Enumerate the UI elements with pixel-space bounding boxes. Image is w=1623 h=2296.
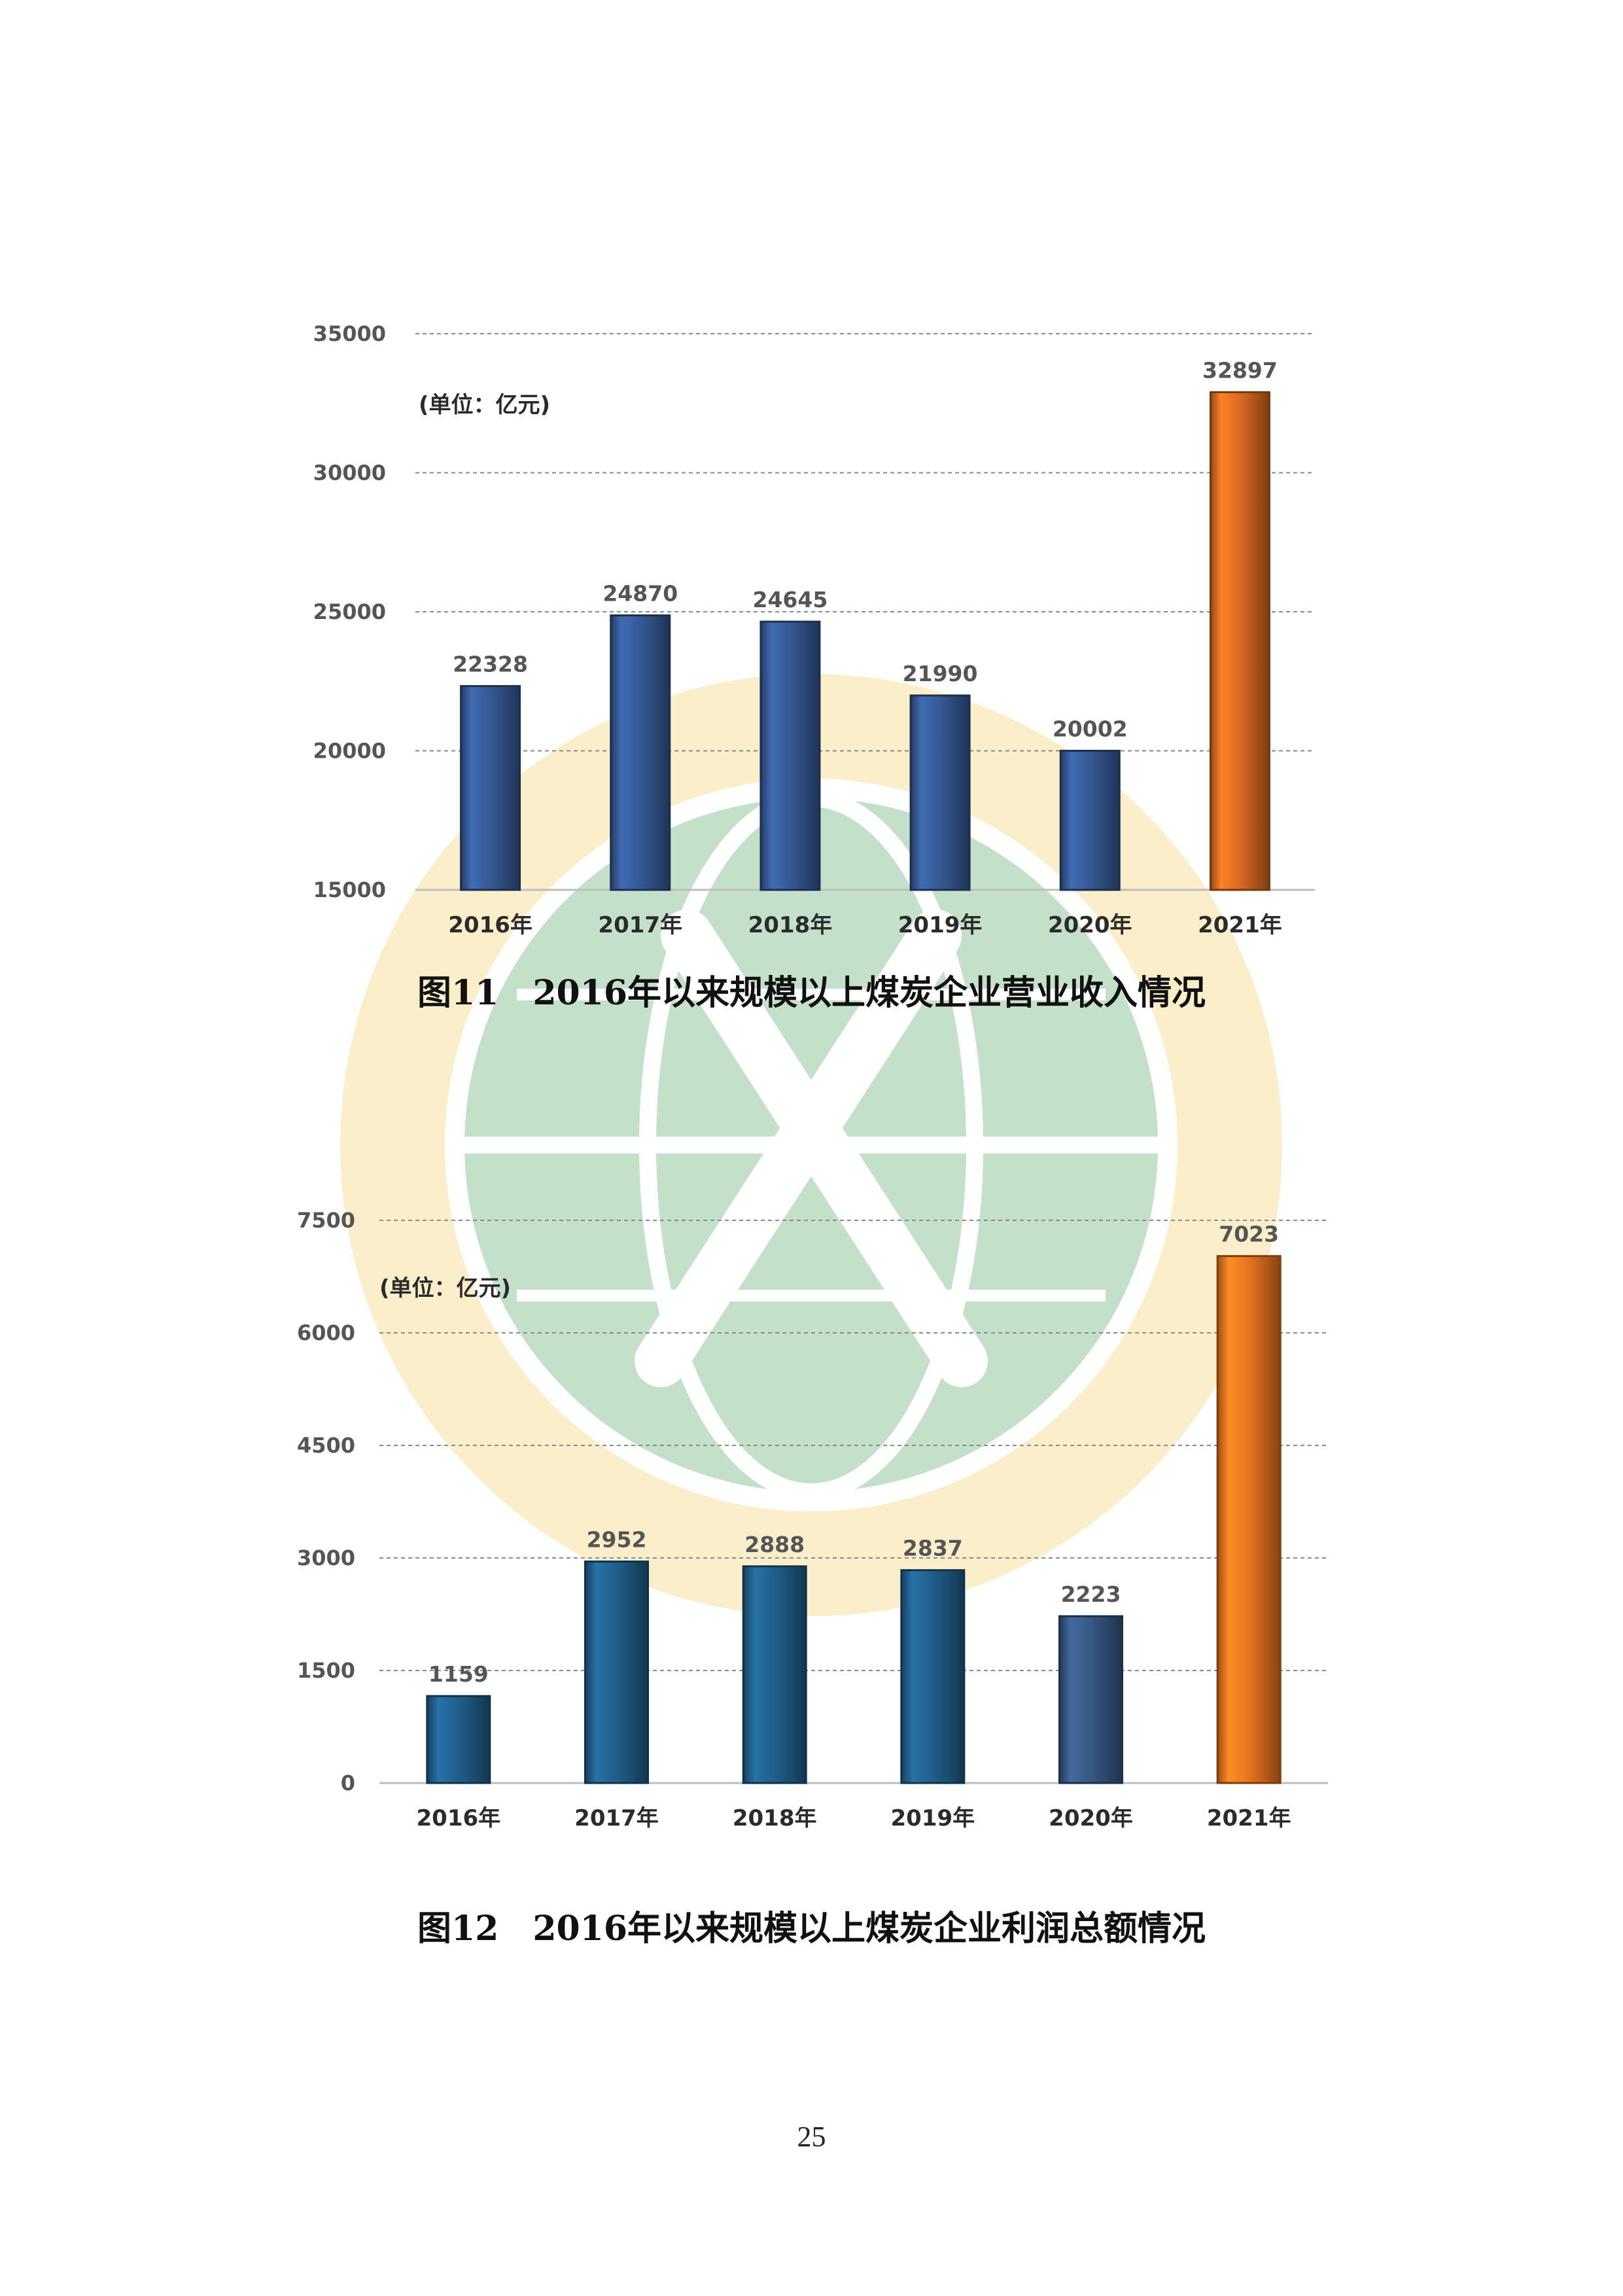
bar bbox=[1216, 1255, 1282, 1784]
bar-value-label: 21990 bbox=[903, 661, 978, 686]
y-tick-label: 25000 bbox=[313, 599, 386, 624]
y-tick-label: 4500 bbox=[297, 1433, 355, 1458]
figure-12-caption: 图12 2016年以来规模以上煤炭企业利润总额情况 bbox=[417, 1909, 1206, 1949]
y-tick-label: 1500 bbox=[297, 1658, 355, 1683]
y-tick-label: 6000 bbox=[297, 1320, 355, 1345]
bar bbox=[426, 1695, 491, 1784]
revenue-bar-chart: 15000 20000 25000 30000 35000 (单位：亿元) 22328 201… bbox=[313, 321, 1315, 938]
bar bbox=[584, 1561, 649, 1784]
x-category-label: 2018年 bbox=[733, 1805, 817, 1831]
bar-value-label: 2223 bbox=[1061, 1581, 1121, 1607]
y-tick-label: 7500 bbox=[297, 1208, 355, 1233]
bar bbox=[1059, 749, 1121, 891]
bar bbox=[900, 1569, 966, 1784]
x-category-label: 2021年 bbox=[1207, 1805, 1291, 1831]
bar-value-label: 20002 bbox=[1053, 716, 1128, 741]
x-category-label: 2016年 bbox=[448, 912, 532, 938]
x-category-label: 2021年 bbox=[1198, 912, 1282, 938]
bar bbox=[1209, 391, 1270, 891]
unit-label: (单位：亿元) bbox=[419, 392, 550, 418]
profit-bar-chart: 0 1500 3000 4500 6000 7500 (单位：亿元) 1159 2016年 295… bbox=[297, 1208, 1328, 1831]
bar-value-label: 32897 bbox=[1202, 357, 1278, 383]
bar-value-label: 1159 bbox=[428, 1661, 489, 1687]
y-tick-label: 20000 bbox=[313, 739, 386, 764]
x-category-label: 2018年 bbox=[748, 912, 833, 938]
bar-value-label: 2837 bbox=[903, 1536, 963, 1561]
bar-value-label: 24870 bbox=[602, 581, 678, 607]
x-category-label: 2020年 bbox=[1049, 1805, 1133, 1831]
figure-11-caption: 图11 2016年以来规模以上煤炭企业营业收入情况 bbox=[417, 973, 1206, 1013]
bar-value-label: 24645 bbox=[753, 587, 828, 612]
bar-value-label: 2952 bbox=[587, 1527, 647, 1553]
y-tick-label: 30000 bbox=[313, 461, 386, 486]
y-tick-label: 3000 bbox=[297, 1545, 355, 1570]
bar-value-label: 22328 bbox=[453, 652, 528, 677]
x-category-label: 2019年 bbox=[891, 1805, 975, 1831]
x-category-label: 2019年 bbox=[898, 912, 983, 938]
y-tick-label: 35000 bbox=[313, 321, 386, 346]
bar bbox=[610, 614, 671, 891]
bar bbox=[1058, 1615, 1123, 1784]
x-category-label: 2017年 bbox=[598, 912, 682, 938]
y-tick-label: 0 bbox=[341, 1771, 355, 1795]
x-category-label: 2016年 bbox=[417, 1805, 501, 1831]
bar-value-label: 2888 bbox=[744, 1532, 805, 1557]
x-category-label: 2020年 bbox=[1048, 912, 1132, 938]
bar bbox=[759, 620, 821, 891]
y-tick-label: 15000 bbox=[313, 877, 386, 902]
unit-label: (单位：亿元) bbox=[379, 1275, 511, 1301]
bar-value-label: 7023 bbox=[1219, 1222, 1279, 1247]
bar bbox=[742, 1565, 807, 1784]
bar bbox=[909, 694, 971, 891]
x-category-label: 2017年 bbox=[574, 1805, 659, 1831]
bar bbox=[460, 685, 521, 891]
page-number: 25 bbox=[797, 2121, 826, 2153]
